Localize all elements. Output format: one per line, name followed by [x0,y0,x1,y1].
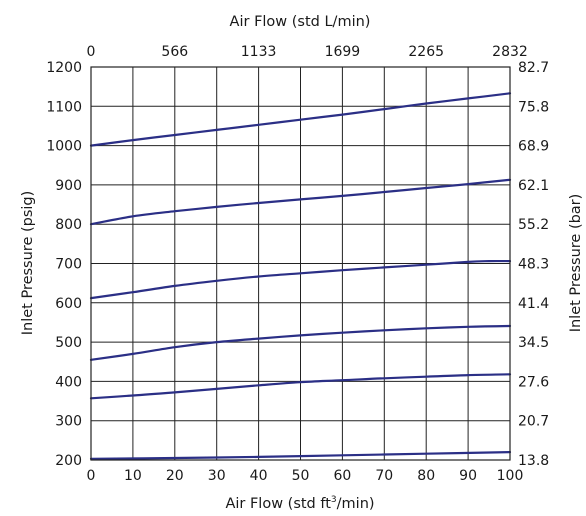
y2-tick-label-41.4: 41.4 [518,296,549,312]
y2-tick-label-27.6: 27.6 [518,374,549,390]
y-tick-label-1200: 1200 [46,60,82,76]
y2-tick-label-75.8: 75.8 [518,99,549,115]
x-tick-label-0: 0 [87,468,96,484]
x-tick-label-80: 80 [417,468,435,484]
x2-tick-label-1133: 1133 [241,44,277,60]
x2-tick-label-566: 566 [161,44,188,60]
y2-tick-label-48.3: 48.3 [518,257,549,273]
x2-axis-title: Air Flow (std L/min) [230,14,371,30]
x-tick-label-40: 40 [250,468,268,484]
x2-tick-label-2265: 2265 [408,44,444,60]
series-line-2 [89,178,512,226]
tick-labels: 0 10 20 30 40 50 60 70 80 90 100 200 300 400 500 600 700… [46,44,549,484]
x-tick-label-70: 70 [375,468,393,484]
y-tick-label-1100: 1100 [46,99,82,115]
x2-tick-label-0: 0 [87,44,96,60]
x-axis-title-prefix: Air Flow (std ft [225,496,331,512]
series-line-6 [89,451,512,460]
y-tick-label-400: 400 [55,374,82,390]
x-axis-title-sup: 3 [331,495,337,505]
y2-tick-label-20.7: 20.7 [518,414,549,430]
y2-tick-label-62.1: 62.1 [518,178,549,194]
y-tick-label-500: 500 [55,335,82,351]
x2-tick-label-2832: 2832 [492,44,528,60]
series-line-3 [89,259,512,300]
x-axis-title-suffix: /min) [337,496,375,512]
series-line-4 [89,324,512,361]
y-axis-title: Inlet Pressure (psig) [20,191,36,336]
y-tick-label-1000: 1000 [46,139,82,155]
x-tick-label-100: 100 [497,468,524,484]
y-tick-label-900: 900 [55,178,82,194]
x-tick-label-50: 50 [292,468,310,484]
y-tick-label-600: 600 [55,296,82,312]
y-tick-label-800: 800 [55,217,82,233]
plot-frame [90,66,511,461]
x2-tick-label-1699: 1699 [325,44,361,60]
y-tick-label-700: 700 [55,257,82,273]
series-lines [89,92,512,460]
y2-axis-title: Inlet Pressure (bar) [568,194,584,333]
x-axis-title: Air Flow (std ft3/min) [225,495,374,512]
x-tick-label-20: 20 [166,468,184,484]
y-tick-label-200: 200 [55,453,82,469]
series-line-1 [89,92,512,147]
y2-tick-label-13.8: 13.8 [518,453,549,469]
y2-tick-label-68.9: 68.9 [518,139,549,155]
x-tick-label-60: 60 [333,468,351,484]
y-tick-label-300: 300 [55,414,82,430]
y2-tick-label-34.5: 34.5 [518,335,549,351]
x-tick-label-90: 90 [459,468,477,484]
y2-tick-label-82.7: 82.7 [518,60,549,76]
x-tick-label-30: 30 [208,468,226,484]
x-tick-label-10: 10 [124,468,142,484]
series-line-5 [89,373,512,400]
y2-tick-label-55.2: 55.2 [518,217,549,233]
